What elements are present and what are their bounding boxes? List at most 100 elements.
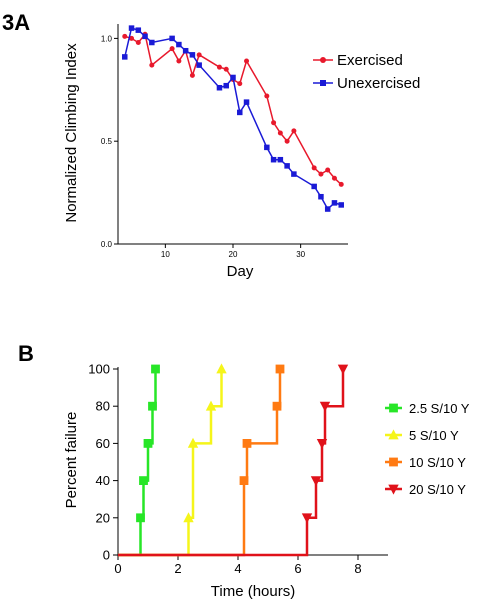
data-point-exercised	[331, 175, 337, 181]
data-point-unexercised	[122, 54, 128, 60]
x-tick-label: 20	[229, 250, 238, 259]
data-point-unexercised	[270, 156, 277, 163]
x-tick-label: 8	[354, 561, 361, 576]
data-point-10-s-10-y	[275, 364, 285, 374]
y-ticks: 0.0 0.5 1.0	[101, 34, 118, 249]
data-point-exercised	[216, 64, 222, 70]
data-point-unexercised	[196, 62, 202, 68]
data-point-exercised	[223, 66, 229, 72]
data-point-exercised	[169, 46, 175, 52]
series-line-5-s-10-y	[118, 369, 223, 557]
data-point-exercised	[122, 33, 128, 39]
data-point-unexercised	[216, 84, 223, 91]
data-point-20-s-10-y	[310, 476, 322, 487]
x-axis-title: Time (hours)	[211, 583, 295, 600]
legend-label-10-s-10-y: 10 S/10 Y	[409, 455, 466, 470]
data-point-exercised	[149, 62, 155, 68]
y-tick-label: 100	[88, 362, 110, 377]
legend-label-exercised: Exercised	[337, 52, 403, 69]
series-line-2-5-s-10-y	[118, 369, 157, 557]
y-tick-label: 0.0	[101, 240, 113, 249]
data-point-20-s-10-y	[337, 364, 349, 375]
data-point-5-s-10-y	[216, 363, 227, 374]
y-axis-title: Percent failure	[63, 412, 80, 509]
data-point-unexercised	[324, 206, 331, 212]
x-tick-label: 2	[174, 561, 181, 576]
data-point-exercised	[244, 58, 250, 64]
data-point-unexercised	[230, 74, 236, 81]
legend-item-exercised: Exercised	[313, 52, 403, 69]
legend-marker-2-5-s-10-y	[389, 403, 398, 413]
data-point-20-s-10-y	[316, 439, 328, 449]
x-tick-label: 4	[234, 561, 241, 576]
data-point-unexercised	[277, 156, 284, 163]
data-point-unexercised	[135, 27, 142, 33]
data-point-unexercised	[189, 52, 196, 58]
data-point-unexercised	[169, 35, 175, 42]
data-point-2-5-s-10-y	[143, 439, 153, 448]
data-point-unexercised	[338, 202, 344, 208]
data-point-10-s-10-y	[239, 476, 249, 485]
data-point-unexercised	[128, 25, 135, 31]
y-tick-label: 1.0	[101, 34, 113, 43]
data-point-unexercised	[142, 33, 148, 40]
data-point-exercised	[338, 181, 344, 187]
series-line-20-s-10-y	[118, 369, 345, 557]
data-point-unexercised	[264, 144, 270, 151]
data-point-unexercised	[243, 99, 250, 105]
data-point-exercised	[277, 130, 283, 136]
data-point-unexercised	[311, 183, 317, 190]
x-tick-label: 10	[161, 250, 170, 259]
data-point-20-s-10-y	[301, 513, 313, 524]
legend-marker-20-s-10-y	[388, 484, 399, 495]
data-point-exercised	[176, 58, 182, 64]
legend-label-2-5-s-10-y: 2.5 S/10 Y	[409, 401, 470, 416]
y-tick-label: 0.5	[101, 137, 113, 146]
legend-item-unexercised: Unexercised	[313, 75, 420, 92]
x-ticks: 0 2 4 6 8	[114, 555, 362, 576]
x-ticks: 10 20 30	[161, 244, 306, 259]
data-point-exercised	[284, 138, 290, 144]
data-point-exercised	[271, 120, 277, 126]
panel-b: B 0 20 40 60 80 100 0 2 4 6 8 Time (hours) Percen…	[18, 341, 470, 600]
series-group	[122, 25, 344, 212]
legend-marker-exercised	[320, 57, 326, 63]
legend-item-10-s-10-y: 10 S/10 Y	[385, 455, 466, 470]
y-axis-title: Normalized Climbing Index	[63, 43, 80, 223]
data-point-unexercised	[176, 41, 182, 48]
data-point-2-5-s-10-y	[148, 401, 157, 411]
panel-label-b: B	[18, 341, 34, 366]
x-tick-label: 6	[294, 561, 301, 576]
data-point-20-s-10-y	[319, 401, 331, 412]
data-point-2-5-s-10-y	[139, 476, 148, 485]
data-point-unexercised	[318, 193, 324, 200]
data-point-5-s-10-y	[187, 437, 199, 448]
legend-marker-unexercised	[320, 80, 326, 86]
legend-marker-5-s-10-y	[388, 429, 399, 440]
legend-item-5-s-10-y: 5 S/10 Y	[385, 428, 459, 443]
series-line-exercised	[124, 32, 342, 185]
legend-marker-10-s-10-y	[389, 457, 398, 467]
data-point-exercised	[129, 35, 135, 41]
data-point-exercised	[318, 171, 324, 177]
legend-label-20-s-10-y: 20 S/10 Y	[409, 482, 466, 497]
data-point-unexercised	[291, 171, 297, 177]
data-point-5-s-10-y	[205, 400, 217, 411]
data-point-unexercised	[284, 163, 290, 169]
y-tick-label: 80	[96, 399, 110, 414]
legend: 2.5 S/10 Y 5 S/10 Y 10 S/10 Y 20 S/10 Y	[385, 401, 470, 497]
panel-3a: 3A 0.0 0.5 1.0 10 20 30 Day Normalized Climb…	[2, 10, 420, 280]
data-point-exercised	[264, 93, 270, 99]
y-tick-label: 20	[96, 510, 110, 525]
data-point-exercised	[291, 128, 297, 134]
data-point-exercised	[189, 72, 195, 78]
y-ticks: 0 20 40 60 80 100	[88, 362, 118, 563]
x-tick-label: 30	[296, 250, 305, 259]
data-point-exercised	[135, 40, 141, 46]
data-point-10-s-10-y	[242, 439, 252, 448]
data-point-unexercised	[223, 82, 229, 89]
series-line-unexercised	[124, 27, 342, 211]
y-tick-label: 0	[103, 548, 110, 563]
legend-label-unexercised: Unexercised	[337, 75, 420, 92]
